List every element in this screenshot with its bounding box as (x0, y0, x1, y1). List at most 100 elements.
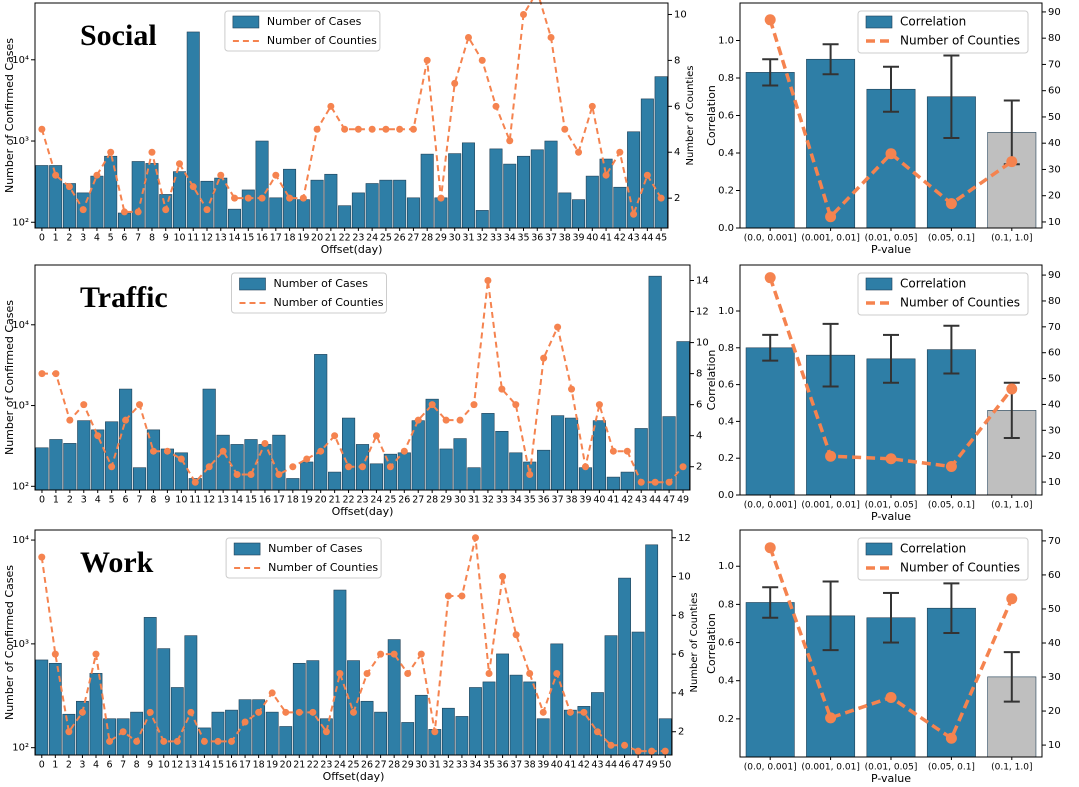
y-tick-label: 0.2 (718, 186, 734, 197)
bar (592, 420, 606, 491)
point (79, 206, 87, 214)
x-tick-label: 26 (394, 233, 406, 244)
point (336, 670, 344, 678)
bar (495, 430, 509, 491)
bar (63, 443, 77, 491)
point (396, 125, 404, 133)
x-tick-label: 26 (361, 760, 373, 771)
bar (620, 471, 634, 491)
legend-swatch (239, 277, 266, 291)
bar (146, 429, 161, 491)
y-axis-label: Correlation (705, 613, 718, 674)
point (282, 708, 290, 716)
y2-axis-label: Number of Counties (685, 65, 696, 165)
legend-label: Number of Counties (900, 561, 1020, 575)
y-tick-label: 1.0 (718, 306, 734, 317)
y-tick-label: 0.2 (718, 714, 734, 725)
y-tick-label: 1.0 (718, 36, 734, 47)
point (566, 708, 574, 716)
y-tick-label: 10³ (12, 136, 29, 147)
bar (572, 199, 586, 229)
point (520, 10, 528, 18)
x-tick-label: 43 (591, 760, 603, 771)
y-tick-label: 10⁴ (12, 320, 29, 331)
x-tick-label: 14 (231, 495, 243, 506)
bar (604, 635, 618, 756)
x-tick-label: 0 (39, 495, 45, 506)
point (409, 125, 417, 133)
point (444, 592, 452, 600)
y2-tick-label: 50 (1048, 112, 1061, 123)
point (637, 478, 645, 486)
x-tick-label: 47 (632, 760, 644, 771)
point (885, 453, 897, 465)
x-tick-label: (0.05, 0.1] (928, 763, 975, 773)
x-tick-label: 29 (440, 495, 452, 506)
x-tick-label: 13 (217, 495, 229, 506)
x-tick-label: 30 (454, 495, 466, 506)
bar (536, 718, 550, 756)
bar (425, 398, 439, 491)
x-tick-label: 2 (67, 495, 73, 506)
x-tick-label: (0.0, 0.001] (744, 501, 797, 511)
y2-tick-label: 40 (1048, 138, 1061, 149)
point (241, 718, 249, 726)
point (442, 416, 450, 424)
bar (269, 197, 283, 229)
point (437, 194, 445, 202)
bar (509, 452, 523, 491)
point (404, 670, 412, 678)
legend-swatch (865, 542, 893, 556)
point (146, 708, 154, 716)
bar (216, 434, 230, 491)
y2-tick-label: 8 (674, 55, 680, 66)
x-tick-label: 38 (565, 495, 577, 506)
x-tick-label: 36 (538, 495, 550, 506)
x-tick-label: 27 (407, 233, 419, 244)
x-tick-label: 11 (189, 495, 201, 506)
point (231, 194, 239, 202)
point (386, 463, 394, 471)
bar (374, 711, 388, 756)
x-tick-label: 1 (53, 233, 59, 244)
point (205, 463, 213, 471)
point (764, 542, 776, 554)
point (609, 447, 617, 455)
point (492, 102, 500, 110)
x-tick-label: 21 (329, 495, 341, 506)
x-tick-label: 31 (429, 760, 441, 771)
x-tick-label: 24 (334, 760, 346, 771)
x-tick-label: 13 (185, 760, 197, 771)
line (40, 0, 662, 218)
point (122, 416, 130, 424)
y2-tick-label: 40 (1048, 399, 1061, 410)
x-tick-label: 25 (384, 495, 396, 506)
point (764, 272, 776, 284)
chart-title: Work (80, 546, 154, 579)
y2-tick-label: 4 (696, 431, 702, 442)
point (244, 194, 252, 202)
bar (509, 674, 523, 756)
x-tick-label: 6 (123, 495, 129, 506)
point (327, 102, 335, 110)
point (498, 385, 506, 393)
x-tick-label: 44 (649, 495, 661, 506)
bar (49, 439, 63, 491)
x-tick-label: 22 (307, 760, 319, 771)
y2-tick-label: 2 (678, 727, 684, 738)
y-tick-label: 0.0 (718, 223, 734, 234)
y-tick-label: 10² (12, 743, 29, 754)
point (268, 689, 276, 697)
y-tick-label: 10³ (12, 401, 29, 412)
x-tick-label: 44 (641, 233, 653, 244)
point (38, 125, 46, 133)
bar (347, 660, 360, 756)
bar (244, 439, 258, 491)
x-tick-label: 6 (107, 760, 113, 771)
point (885, 691, 897, 703)
bar (654, 76, 668, 229)
bar (397, 452, 411, 491)
plot-frame (34, 2, 669, 229)
point (219, 447, 227, 455)
x-tick-label: 5 (109, 495, 115, 506)
